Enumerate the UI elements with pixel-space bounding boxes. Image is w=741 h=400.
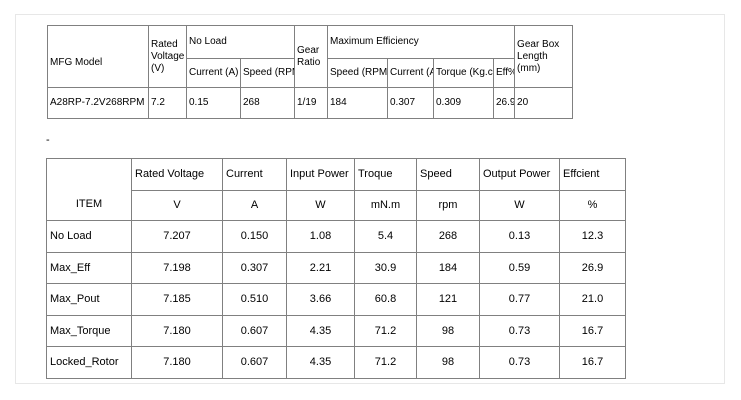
perf-cell: 0.13	[479, 220, 560, 253]
perf-cell: 0.73	[479, 315, 560, 347]
perf-cell: 0.307	[222, 252, 287, 284]
spec-header-no-load-current: Current (A)	[186, 58, 241, 88]
perf-cell: 0.607	[222, 346, 287, 379]
perf-header-item: ITEM	[46, 158, 132, 221]
perf-cell: 268	[416, 220, 480, 253]
page-frame	[15, 14, 725, 384]
table-row-no-load: No Load 7.207 0.150 1.08 5.4 268 0.13 12…	[46, 220, 626, 253]
perf-header-rated-voltage: Rated Voltage	[131, 158, 223, 191]
spec-value-me-current: 0.307	[387, 87, 434, 119]
perf-cell: 0.150	[222, 220, 287, 253]
table-row-locked-rotor: Locked_Rotor 7.180 0.607 4.35 71.2 98 0.…	[46, 346, 626, 379]
perf-row-label: Locked_Rotor	[46, 346, 132, 379]
perf-row-label: No Load	[46, 220, 132, 253]
perf-header-current: Current	[222, 158, 287, 191]
perf-cell: 30.9	[354, 252, 417, 284]
perf-cell: 98	[416, 346, 480, 379]
spec-header-mfg-model: MFG Model	[47, 25, 149, 88]
perf-cell: 21.0	[559, 283, 626, 316]
table-row-max-torque: Max_Torque 7.180 0.607 4.35 71.2 98 0.73…	[46, 315, 626, 347]
perf-cell: 7.180	[131, 346, 223, 379]
spec-header-me-eff: Eff%	[492, 58, 516, 88]
perf-cell: 7.185	[131, 283, 223, 316]
perf-cell: 0.510	[222, 283, 287, 316]
perf-cell: 0.73	[479, 346, 560, 379]
spec-header-gear-ratio: Gear Ratio	[294, 25, 328, 88]
spec-value-rated-voltage: 7.2	[148, 87, 187, 119]
perf-cell: 16.7	[559, 346, 626, 379]
perf-unit-current: A	[222, 190, 287, 221]
perf-header-torque: Troque	[354, 158, 417, 191]
perf-cell: 71.2	[354, 315, 417, 347]
spec-header-max-efficiency: Maximum Efficiency	[326, 25, 516, 59]
perf-header-input-power: Input Power	[286, 158, 355, 191]
perf-unit-rated-voltage: V	[131, 190, 223, 221]
table-row-max-eff: Max_Eff 7.198 0.307 2.21 30.9 184 0.59 2…	[46, 252, 626, 284]
perf-cell: 60.8	[354, 283, 417, 316]
perf-cell: 26.9	[559, 252, 626, 284]
spec-value-me-torque: 0.309	[433, 87, 494, 119]
perf-header-output-power: Output Power	[479, 158, 560, 191]
spec-header-me-torque: Torque (Kg.cm)	[433, 58, 494, 88]
table-row-max-pout: Max_Pout 7.185 0.510 3.66 60.8 121 0.77 …	[46, 283, 626, 316]
motor-spec-table: MFG Model Rated Voltage (V) No Load Gear…	[47, 25, 574, 119]
perf-cell: 98	[416, 315, 480, 347]
perf-cell: 12.3	[559, 220, 626, 253]
perf-cell: 0.77	[479, 283, 560, 316]
spec-value-no-load-speed: 268	[240, 87, 295, 119]
spec-value-gear-ratio: 1/19	[294, 87, 328, 119]
perf-unit-efficiency: %	[559, 190, 626, 221]
perf-cell: 0.59	[479, 252, 560, 284]
perf-cell: 0.607	[222, 315, 287, 347]
perf-cell: 16.7	[559, 315, 626, 347]
perf-unit-input-power: W	[286, 190, 355, 221]
perf-cell: 1.08	[286, 220, 355, 253]
spec-header-no-load: No Load	[186, 25, 295, 59]
spec-value-no-load-current: 0.15	[186, 87, 241, 119]
perf-header-speed: Speed	[416, 158, 480, 191]
perf-cell: 4.35	[286, 315, 355, 347]
perf-cell: 7.198	[131, 252, 223, 284]
spec-value-me-speed: 184	[327, 87, 388, 119]
spec-header-me-current: Current (A)	[387, 58, 434, 88]
perf-row-label: Max_Eff	[46, 252, 132, 284]
perf-header-efficiency: Effcient	[559, 158, 626, 191]
spec-value-gear-box-length: 20	[514, 87, 574, 119]
perf-cell: 2.21	[286, 252, 355, 284]
perf-cell: 4.35	[286, 346, 355, 379]
perf-cell: 7.207	[131, 220, 223, 253]
perf-unit-speed: rpm	[416, 190, 480, 221]
spec-header-me-speed: Speed (RPM)	[327, 58, 388, 88]
spec-header-gear-box-length: Gear Box Length (mm)	[514, 25, 574, 88]
perf-cell: 184	[416, 252, 480, 284]
spec-header-no-load-speed: Speed (RPM)	[240, 58, 295, 88]
spec-value-model: A28RP-7.2V268RPM	[47, 87, 149, 119]
spec-value-me-eff: 26.9	[492, 87, 516, 119]
separator-dash: -	[46, 134, 50, 146]
perf-row-label: Max_Torque	[46, 315, 132, 347]
performance-table: ITEM Rated Voltage Current Input Power T…	[46, 158, 626, 379]
perf-cell: 7.180	[131, 315, 223, 347]
perf-unit-output-power: W	[479, 190, 560, 221]
perf-unit-torque: mN.m	[354, 190, 417, 221]
perf-row-label: Max_Pout	[46, 283, 132, 316]
spec-header-rated-voltage: Rated Voltage (V)	[148, 25, 187, 88]
perf-cell: 121	[416, 283, 480, 316]
perf-cell: 3.66	[286, 283, 355, 316]
perf-cell: 5.4	[354, 220, 417, 253]
perf-cell: 71.2	[354, 346, 417, 379]
